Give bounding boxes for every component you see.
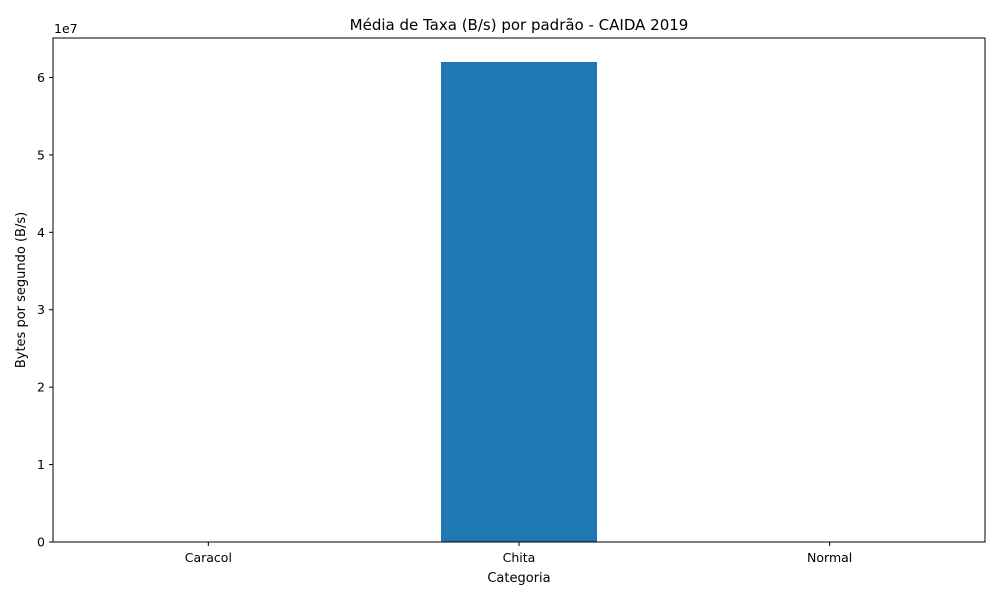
y-tick-label: 4: [37, 225, 45, 240]
y-axis-ticks: 0 1 2 3 4 5 6: [37, 70, 53, 550]
y-tick-label: 2: [37, 380, 45, 395]
chart-title: Média de Taxa (B/s) por padrão - CAIDA 2…: [350, 16, 689, 34]
x-tick-label: Normal: [807, 550, 852, 565]
x-tick-label: Chita: [503, 550, 536, 565]
y-tick-label: 5: [37, 147, 45, 162]
y-tick-label: 3: [37, 302, 45, 317]
bar-chita: [441, 62, 597, 542]
y-tick-label: 6: [37, 70, 45, 85]
y-axis-label: Bytes por segundo (B/s): [14, 212, 29, 368]
bars-group: [441, 62, 597, 542]
y-tick-label: 0: [37, 535, 45, 550]
x-tick-label: Caracol: [185, 550, 232, 565]
x-axis-label: Categoria: [487, 571, 550, 586]
y-tick-label: 1: [37, 457, 45, 472]
y-offset-label: 1e7: [54, 21, 78, 36]
x-axis-ticks: Caracol Chita Normal: [185, 542, 852, 565]
